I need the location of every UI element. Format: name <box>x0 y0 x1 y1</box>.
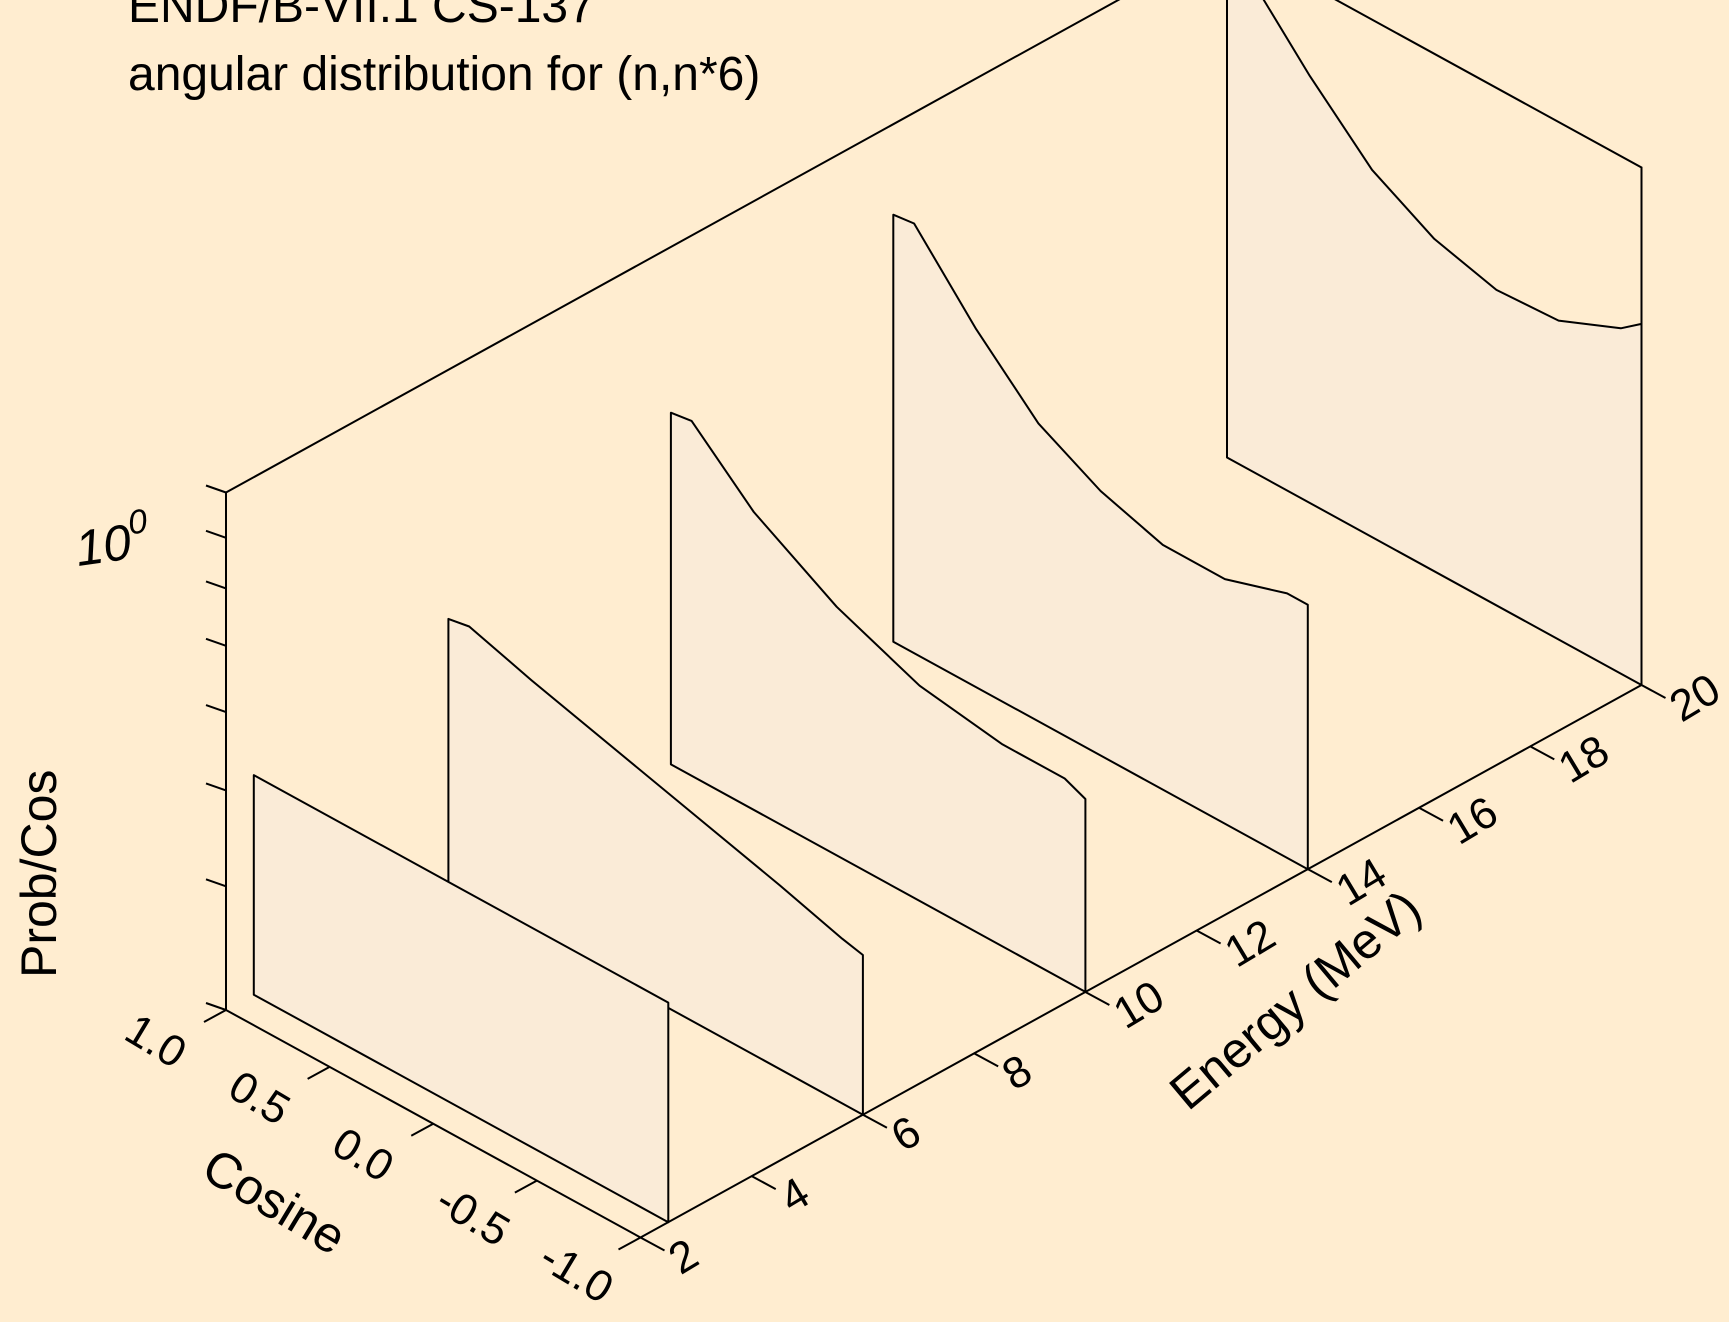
curtain-E20 <box>1226 0 1643 686</box>
x-tick <box>203 1009 227 1023</box>
y-tick <box>862 1113 888 1129</box>
curtain-E6 <box>447 617 864 1116</box>
curtain-E14 <box>892 213 1309 871</box>
y-tick <box>640 1236 665 1252</box>
z-tick <box>205 580 227 590</box>
curtain-E2.5 <box>252 774 670 1224</box>
z-axis-label: Prob/Cos <box>11 770 67 978</box>
y-tick <box>1641 684 1666 699</box>
y-tick <box>1196 929 1222 945</box>
z-tick-base: 10 <box>72 514 135 577</box>
curtain-series <box>252 0 1643 1224</box>
y-tick <box>1418 806 1444 822</box>
z-tick <box>205 704 227 714</box>
z-tick-label: 100 <box>70 502 153 577</box>
x-tick <box>410 1122 434 1137</box>
prob-axis: 100 <box>70 484 227 1011</box>
z-tick <box>205 878 227 888</box>
y-tick <box>751 1175 777 1190</box>
x-tick <box>514 1179 538 1194</box>
z-tick <box>205 484 227 494</box>
z-tick <box>205 637 227 647</box>
curtain-E10 <box>669 411 1087 993</box>
z-tick <box>205 529 227 539</box>
chart-title: ENDF/B-VII.1 CS-137 <box>128 0 595 33</box>
y-tick <box>1529 745 1555 761</box>
y-tick <box>973 1052 999 1068</box>
y-tick <box>1084 991 1110 1006</box>
z-tick <box>205 782 227 792</box>
y-tick <box>1307 868 1333 884</box>
x-tick <box>618 1236 641 1251</box>
z-tick <box>205 1002 227 1011</box>
chart-subtitle: angular distribution for (n,n*6) <box>128 48 760 101</box>
x-tick <box>307 1065 331 1080</box>
